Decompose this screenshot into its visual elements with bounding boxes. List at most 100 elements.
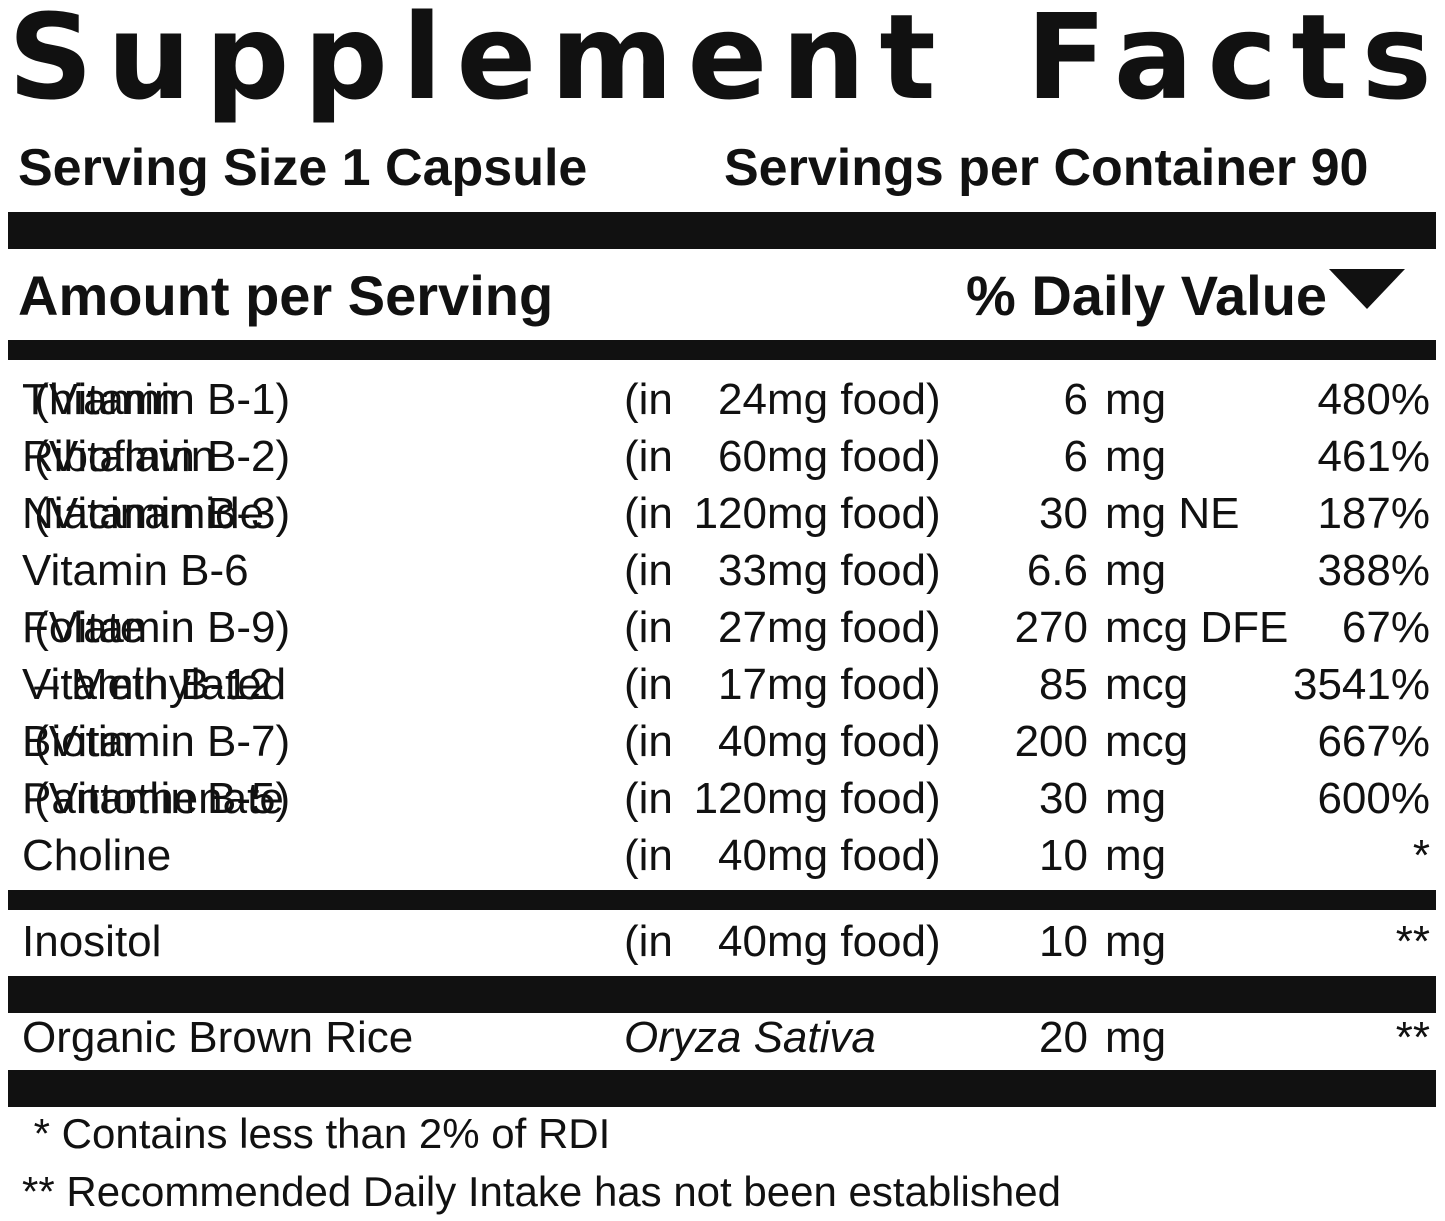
food-prefix: (in	[624, 603, 673, 652]
nutrient-name: Choline	[22, 831, 172, 880]
food-unit: mg food)	[767, 432, 941, 481]
nutrient-subname: (Vitamin B-1)	[22, 375, 291, 424]
serving-size: Serving Size 1 Capsule	[18, 139, 588, 197]
nutrient-name: Inositol	[22, 917, 162, 966]
nutrient-name: Folate	[22, 603, 145, 652]
amount-value: 6.6	[1026, 546, 1088, 595]
food-prefix: (in	[624, 917, 673, 966]
food-amount: 24	[718, 375, 767, 424]
food-unit: mg food)	[767, 603, 941, 652]
nutrient-name: Pantothenate	[22, 774, 284, 823]
food-prefix: (in	[624, 717, 673, 766]
daily-value-header: % Daily Value	[966, 264, 1406, 328]
amount-value: 6	[1063, 432, 1088, 481]
food-unit: mg food)	[767, 717, 941, 766]
daily-value-percent: **	[1395, 1013, 1430, 1062]
nutrient-name: Organic Brown Rice	[22, 1013, 414, 1062]
title-word-facts: Facts	[1026, 0, 1445, 126]
daily-value-percent: 461%	[1317, 432, 1430, 481]
daily-value-percent: 67%	[1341, 603, 1430, 652]
food-amount: 40	[718, 717, 767, 766]
nutrient-subname: (Vitamin B-2)	[22, 432, 291, 481]
nutrient-row: Vitamin B-6 (in 33 mg food) 6.6 mg 388%	[0, 543, 1445, 599]
nutrient-name: Thiamin	[22, 375, 179, 424]
nutrient-row: Thiamin (Vitamin B-1) (in 24 mg food) 6 mg…	[0, 372, 1445, 428]
food-unit: mg food)	[767, 660, 941, 709]
daily-value-percent: **	[1395, 917, 1430, 966]
food-amount: 27	[718, 603, 767, 652]
food-unit: mg food)	[767, 774, 941, 823]
amount-value: 85	[1039, 660, 1088, 709]
inositol-row: Inositol (in 40 mg food) 10 mg **	[0, 914, 1445, 970]
daily-value-percent: 480%	[1317, 375, 1430, 424]
latin-name: Oryza Sativa	[624, 1013, 876, 1062]
title: Supplement Facts	[8, 0, 1438, 122]
nutrient-name: Biotin	[22, 717, 133, 766]
food-prefix: (in	[624, 831, 673, 880]
thick-divider	[8, 1070, 1436, 1107]
footnote-not-established: ** Recommended Daily Intake has not been…	[22, 1168, 1061, 1215]
daily-value-percent: 187%	[1317, 489, 1430, 538]
amount-unit: mcg	[1105, 660, 1189, 709]
food-amount: 17	[718, 660, 767, 709]
amount-unit: mg	[1105, 546, 1167, 595]
amount-per-serving-header: Amount per Serving	[18, 264, 554, 327]
food-prefix: (in	[624, 546, 673, 595]
daily-value-percent: *	[1412, 831, 1430, 880]
nutrient-subname: – Methylated	[22, 660, 287, 709]
rice-row: Organic Brown Rice Oryza Sativa 20 mg **	[0, 1010, 1445, 1066]
daily-value-percent: 667%	[1317, 717, 1430, 766]
food-amount: 33	[718, 546, 767, 595]
food-prefix: (in	[624, 375, 673, 424]
nutrient-row: Pantothenate (Vitamin B-5) (in 120 mg food…	[0, 771, 1445, 827]
amount-value: 10	[1039, 831, 1088, 880]
nutrient-subname: (Vitamin B-5)	[22, 774, 291, 823]
section-divider	[8, 890, 1436, 910]
food-unit: mg food)	[767, 375, 941, 424]
food-unit: mg food)	[767, 546, 941, 595]
food-unit: mg food)	[767, 489, 941, 538]
daily-value-label: % Daily Value	[966, 264, 1328, 327]
servings-per-container: Servings per Container 90	[724, 139, 1369, 197]
nutrient-name: Riboflavin	[22, 432, 216, 481]
amount-unit: mg NE	[1105, 489, 1240, 538]
nutrient-subname: (Vitamin B-3)	[22, 489, 291, 538]
header-divider	[8, 340, 1436, 360]
amount-unit: mcg	[1105, 717, 1189, 766]
amount-unit: mg	[1105, 831, 1167, 880]
food-amount: 40	[718, 831, 767, 880]
nutrient-subname: (Vitamin B-9)	[22, 603, 291, 652]
daily-value-percent: 3541%	[1292, 660, 1430, 709]
food-amount: 120	[693, 489, 767, 538]
food-unit: mg food)	[767, 917, 941, 966]
nutrient-name: Niacinamide	[22, 489, 265, 538]
nutrient-name: Vitamin B-6	[22, 546, 249, 595]
amount-value: 20	[1039, 1013, 1088, 1062]
food-prefix: (in	[624, 432, 673, 481]
daily-value-percent: 388%	[1317, 546, 1430, 595]
amount-value: 6	[1063, 375, 1088, 424]
nutrient-row: Niacinamide (Vitamin B-3) (in 120 mg food)…	[0, 486, 1445, 542]
food-amount: 120	[693, 774, 767, 823]
food-amount: 40	[718, 917, 767, 966]
nutrient-row: Biotin (Vitamin B-7) (in 40 mg food) 200 m…	[0, 714, 1445, 770]
nutrient-row: Riboflavin (Vitamin B-2) (in 60 mg food) 6…	[0, 429, 1445, 485]
thick-divider	[8, 212, 1436, 249]
amount-unit: mg	[1105, 1013, 1167, 1062]
food-prefix: (in	[624, 489, 673, 538]
amount-value: 30	[1039, 774, 1088, 823]
amount-unit: mcg DFE	[1105, 603, 1289, 652]
amount-value: 270	[1014, 603, 1088, 652]
amount-value: 10	[1039, 917, 1088, 966]
amount-unit: mg	[1105, 375, 1167, 424]
daily-value-percent: 600%	[1317, 774, 1430, 823]
food-unit: mg food)	[767, 831, 941, 880]
food-amount: 60	[718, 432, 767, 481]
nutrient-row: Vitamin B-12 – Methylated (in 17 mg food) …	[0, 657, 1445, 713]
food-prefix: (in	[624, 774, 673, 823]
amount-value: 30	[1039, 489, 1088, 538]
footnote-rdi: * Contains less than 2% of RDI	[22, 1110, 611, 1157]
nutrient-row: Folate (Vitamin B-9) (in 27 mg food) 270 m…	[0, 600, 1445, 656]
nutrient-name: Vitamin B-12	[22, 660, 274, 709]
amount-unit: mg	[1105, 432, 1167, 481]
